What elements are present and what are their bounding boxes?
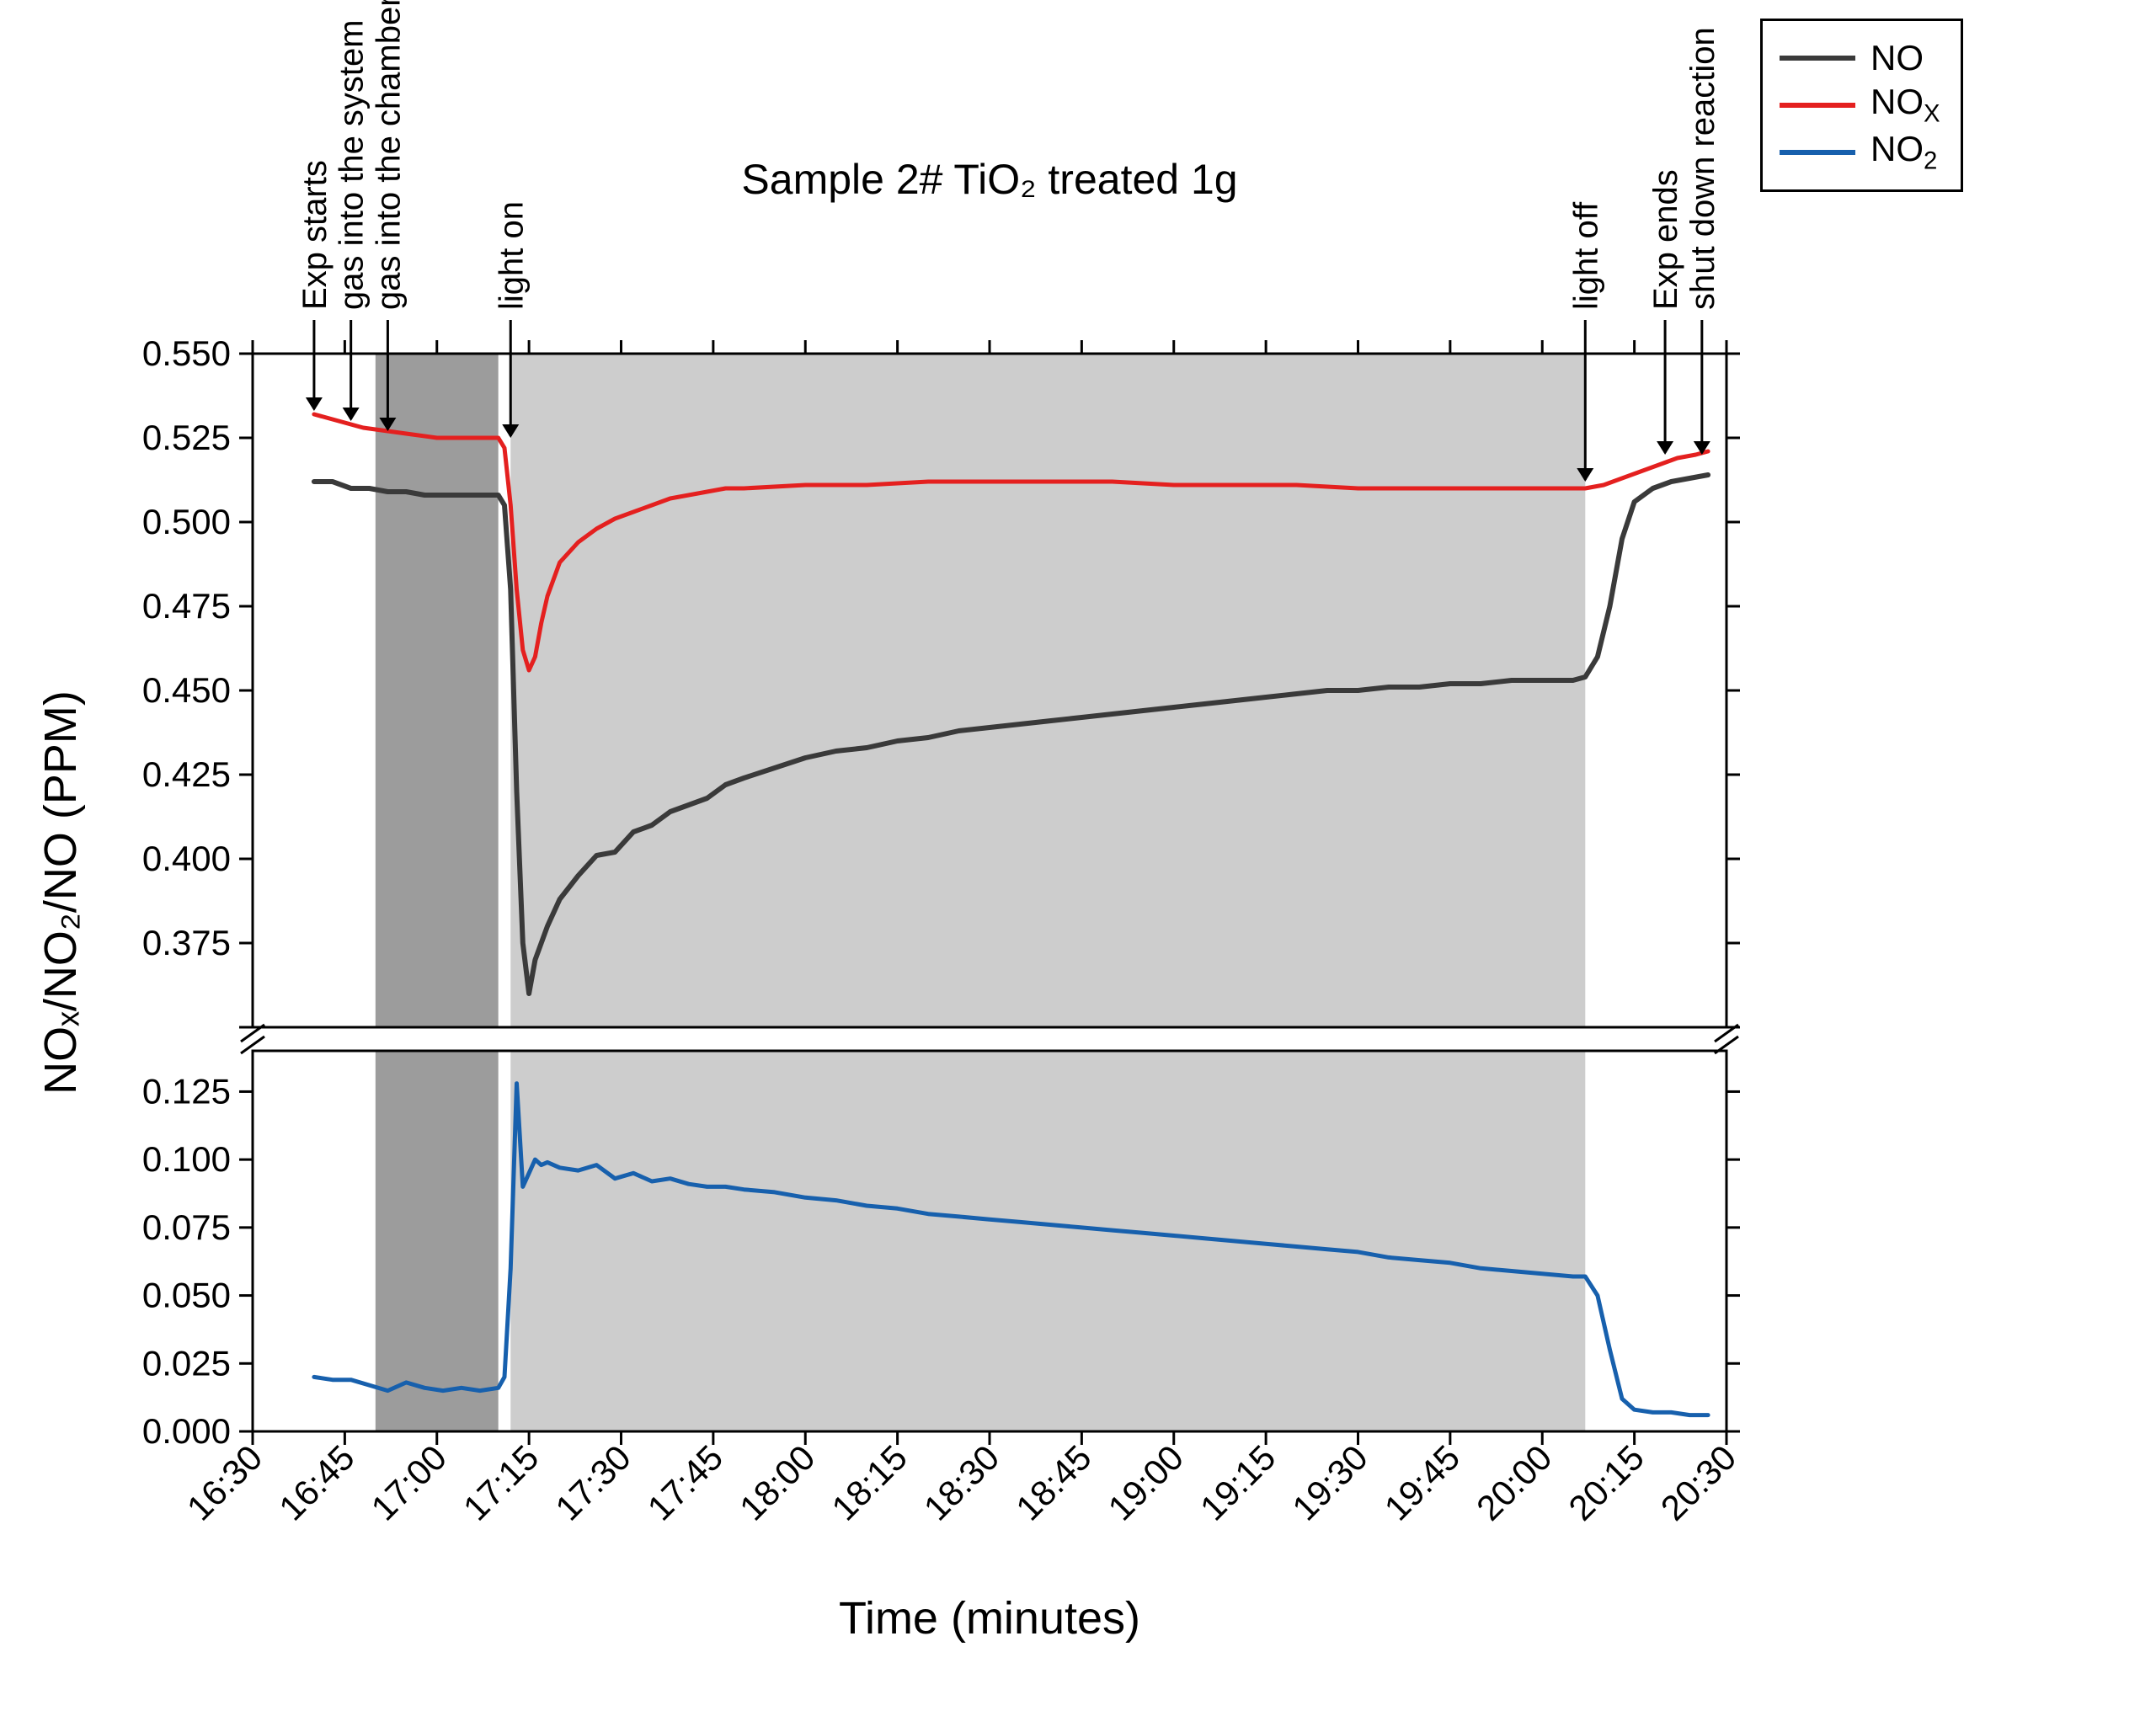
svg-text:20:30: 20:30 [1653, 1437, 1744, 1528]
svg-text:17:15: 17:15 [456, 1437, 547, 1528]
svg-text:19:00: 19:00 [1101, 1437, 1192, 1528]
annotation-label: light off [1567, 201, 1604, 310]
legend: NONOXNO2 [1760, 19, 1963, 192]
svg-text:0.050: 0.050 [142, 1276, 231, 1315]
svg-text:0.000: 0.000 [142, 1411, 231, 1451]
svg-text:0.525: 0.525 [142, 418, 231, 457]
svg-text:16:30: 16:30 [179, 1437, 270, 1528]
svg-text:18:15: 18:15 [824, 1437, 915, 1528]
svg-text:19:30: 19:30 [1284, 1437, 1375, 1528]
svg-text:18:30: 18:30 [916, 1437, 1007, 1528]
legend-swatch [1780, 150, 1855, 155]
legend-item: NO2 [1780, 129, 1940, 176]
legend-swatch [1780, 103, 1855, 108]
annotation-label: Exp ends [1647, 169, 1684, 310]
svg-text:19:45: 19:45 [1377, 1437, 1468, 1528]
svg-text:0.450: 0.450 [142, 670, 231, 710]
x-axis-label: Time (minutes) [839, 1593, 1140, 1644]
annotation-label: Exp starts [296, 160, 334, 310]
svg-text:0.475: 0.475 [142, 586, 231, 626]
svg-text:17:00: 17:00 [364, 1437, 455, 1528]
svg-text:0.375: 0.375 [142, 923, 231, 962]
legend-item: NO [1780, 35, 1940, 82]
svg-text:19:15: 19:15 [1193, 1437, 1283, 1528]
annotation-label: gas into the system [334, 19, 371, 310]
svg-text:16:45: 16:45 [271, 1437, 362, 1528]
svg-text:17:30: 17:30 [547, 1437, 638, 1528]
legend-swatch [1780, 56, 1855, 61]
svg-text:18:45: 18:45 [1008, 1437, 1099, 1528]
legend-label: NOX [1870, 82, 1940, 128]
svg-text:0.400: 0.400 [142, 839, 231, 878]
legend-label: NO [1870, 38, 1924, 78]
svg-text:0.550: 0.550 [142, 333, 231, 373]
svg-text:0.100: 0.100 [142, 1139, 231, 1179]
y-axis-label: NOₓ/NO₂/NO (PPM) [35, 690, 86, 1095]
svg-text:20:00: 20:00 [1469, 1437, 1560, 1528]
svg-text:20:15: 20:15 [1561, 1437, 1652, 1528]
legend-label: NO2 [1870, 129, 1937, 175]
svg-text:18:00: 18:00 [732, 1437, 823, 1528]
chart-stage: 0.375 0.400 0.425 0.450 0.475 0.500 0.525 0.550… [0, 0, 2156, 1716]
svg-text:17:45: 17:45 [640, 1437, 731, 1528]
svg-text:0.425: 0.425 [142, 754, 231, 794]
annotation-label: shut down reaction [1684, 27, 1721, 310]
chart-svg: 0.375 0.400 0.425 0.450 0.475 0.500 0.525 0.550… [0, 0, 2156, 1716]
annotation-label: light on [493, 201, 530, 310]
svg-text:0.500: 0.500 [142, 502, 231, 541]
legend-item: NOX [1780, 82, 1940, 129]
annotation-label: gas into the chamber [370, 0, 407, 310]
svg-text:0.025: 0.025 [142, 1343, 231, 1383]
svg-text:0.075: 0.075 [142, 1207, 231, 1247]
chart-title: Sample 2# TiO₂ treated 1g [741, 156, 1237, 203]
svg-text:0.125: 0.125 [142, 1071, 231, 1111]
